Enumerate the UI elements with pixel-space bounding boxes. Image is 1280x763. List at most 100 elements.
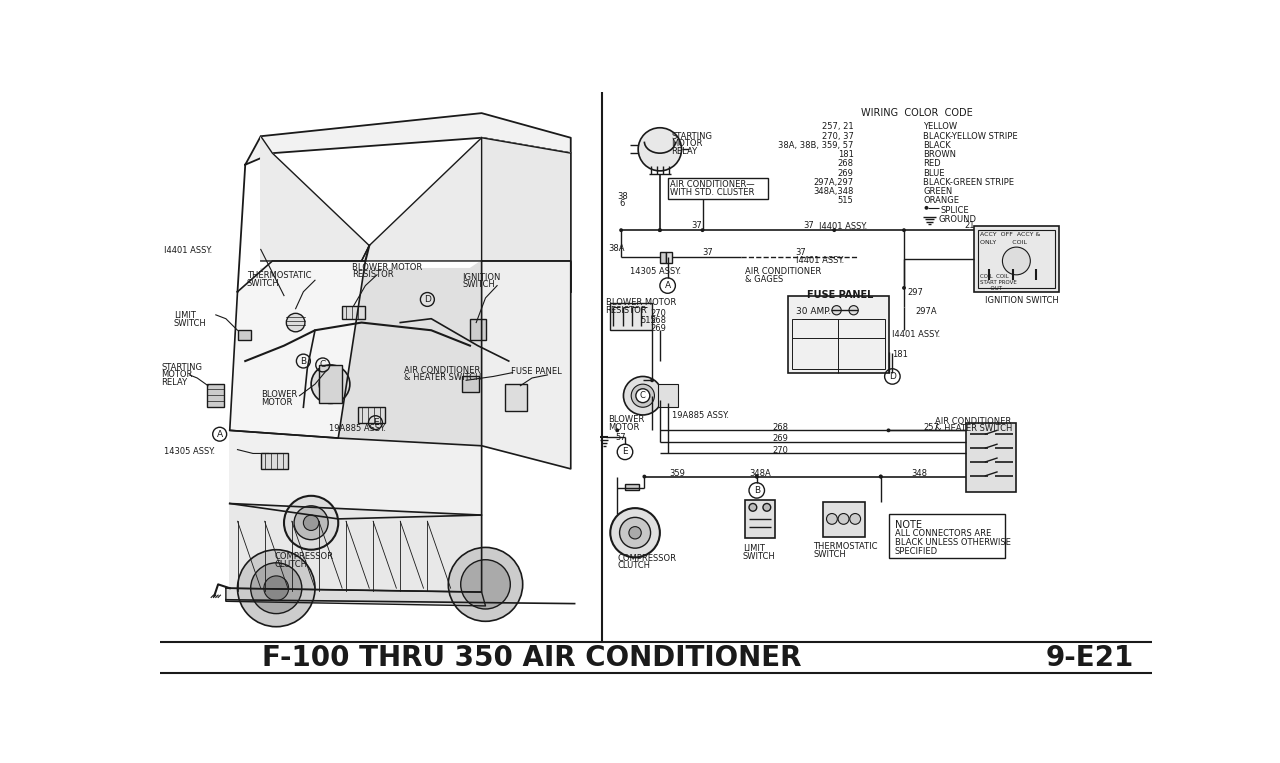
Text: 270, 37: 270, 37 xyxy=(822,131,854,140)
Bar xyxy=(658,384,677,407)
Text: BLOWER: BLOWER xyxy=(261,391,297,399)
Text: GROUND: GROUND xyxy=(938,214,977,224)
Text: 348A: 348A xyxy=(749,468,771,478)
Text: 269: 269 xyxy=(772,434,788,443)
Text: IGNITION SWITCH: IGNITION SWITCH xyxy=(986,295,1059,304)
Text: BLOWER MOTOR: BLOWER MOTOR xyxy=(352,262,422,272)
Text: 268: 268 xyxy=(772,423,788,432)
Text: STARTING: STARTING xyxy=(161,362,202,372)
Text: THERMOSTATIC: THERMOSTATIC xyxy=(247,271,311,280)
Text: 6: 6 xyxy=(620,199,625,208)
Text: ALL CONNECTORS ARE: ALL CONNECTORS ARE xyxy=(895,529,991,538)
Text: SPECIFIED: SPECIFIED xyxy=(895,547,938,556)
Text: YELLOW: YELLOW xyxy=(923,122,957,131)
Circle shape xyxy=(628,526,641,539)
Text: E: E xyxy=(622,447,627,456)
Text: MOTOR: MOTOR xyxy=(261,398,292,407)
Circle shape xyxy=(700,228,704,232)
Polygon shape xyxy=(229,261,365,438)
Circle shape xyxy=(616,429,620,433)
Text: C: C xyxy=(320,360,326,369)
Text: GREEN: GREEN xyxy=(923,187,952,196)
Circle shape xyxy=(611,508,660,558)
Polygon shape xyxy=(361,138,481,261)
Text: LIMIT: LIMIT xyxy=(174,311,196,320)
Bar xyxy=(470,319,485,340)
Text: 257: 257 xyxy=(923,423,940,432)
Circle shape xyxy=(620,517,650,548)
Circle shape xyxy=(849,306,859,315)
Text: SWITCH: SWITCH xyxy=(174,319,206,328)
Bar xyxy=(745,500,774,538)
Bar xyxy=(504,384,526,411)
Circle shape xyxy=(658,228,662,232)
Bar xyxy=(206,384,224,407)
Circle shape xyxy=(832,306,841,315)
Text: 14305 ASSY.: 14305 ASSY. xyxy=(631,267,681,276)
Text: SWITCH: SWITCH xyxy=(462,280,495,289)
Text: RED: RED xyxy=(923,159,941,169)
Bar xyxy=(668,178,768,199)
Text: ONLY        COIL: ONLY COIL xyxy=(980,240,1027,245)
Text: 37: 37 xyxy=(691,221,701,230)
Text: 359: 359 xyxy=(669,468,685,478)
Text: & HEATER SWITCH: & HEATER SWITCH xyxy=(934,424,1012,433)
Text: CLUTCH: CLUTCH xyxy=(275,560,307,568)
Text: 268: 268 xyxy=(837,159,854,169)
Text: 38A, 38B, 359, 57: 38A, 38B, 359, 57 xyxy=(778,141,854,150)
Text: AIR CONDITIONER: AIR CONDITIONER xyxy=(934,417,1011,426)
Polygon shape xyxy=(261,137,369,261)
Text: 38: 38 xyxy=(617,192,628,201)
Text: OUT: OUT xyxy=(980,286,1002,291)
Text: 37: 37 xyxy=(795,248,806,257)
Circle shape xyxy=(319,372,342,396)
Text: I4401 ASSY.: I4401 ASSY. xyxy=(819,223,867,231)
Text: 269: 269 xyxy=(837,169,854,178)
Text: BLACK-YELLOW STRIPE: BLACK-YELLOW STRIPE xyxy=(923,131,1018,140)
Circle shape xyxy=(631,384,654,407)
Circle shape xyxy=(1002,247,1030,275)
Text: I4401 ASSY.: I4401 ASSY. xyxy=(892,330,941,340)
Text: BLOWER MOTOR: BLOWER MOTOR xyxy=(605,298,676,307)
Circle shape xyxy=(902,228,906,232)
Text: SPLICE: SPLICE xyxy=(941,205,969,214)
Circle shape xyxy=(827,513,837,524)
Text: BLUE: BLUE xyxy=(923,169,945,178)
Text: 515: 515 xyxy=(838,196,854,205)
Polygon shape xyxy=(246,113,571,165)
Polygon shape xyxy=(261,261,481,446)
Text: RESISTOR: RESISTOR xyxy=(352,270,394,279)
Circle shape xyxy=(620,228,623,232)
Circle shape xyxy=(287,314,305,332)
Circle shape xyxy=(658,228,662,232)
Text: SWITCH: SWITCH xyxy=(813,549,846,559)
Text: 38A: 38A xyxy=(609,244,625,253)
Text: C: C xyxy=(640,391,646,401)
Circle shape xyxy=(887,429,891,433)
Text: 348: 348 xyxy=(911,468,928,478)
Text: 181: 181 xyxy=(892,349,909,359)
Text: D: D xyxy=(888,372,896,381)
Text: 297: 297 xyxy=(908,288,924,297)
Text: 515: 515 xyxy=(640,317,657,325)
Text: COMPRESSOR: COMPRESSOR xyxy=(275,552,334,561)
Bar xyxy=(978,230,1055,288)
Text: 30 AMP.: 30 AMP. xyxy=(795,307,831,316)
Text: LIMIT: LIMIT xyxy=(742,544,764,553)
Circle shape xyxy=(879,475,883,478)
Text: RELAY: RELAY xyxy=(672,147,698,156)
Circle shape xyxy=(623,376,662,415)
Bar xyxy=(462,376,479,392)
Text: FUSE PANEL: FUSE PANEL xyxy=(808,290,873,300)
Text: 297A: 297A xyxy=(915,307,937,316)
Bar xyxy=(823,502,865,536)
Circle shape xyxy=(643,475,646,478)
Circle shape xyxy=(636,389,650,403)
Circle shape xyxy=(650,378,654,382)
Circle shape xyxy=(924,206,928,210)
Text: 181: 181 xyxy=(837,150,854,159)
Circle shape xyxy=(264,576,289,600)
Text: BROWN: BROWN xyxy=(923,150,956,159)
Bar xyxy=(609,304,652,330)
Bar xyxy=(791,319,884,369)
